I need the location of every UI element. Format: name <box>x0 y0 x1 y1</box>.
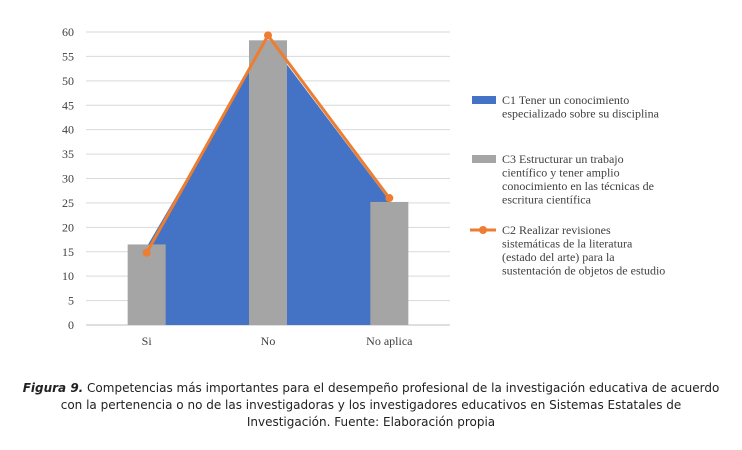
point-c2 <box>142 248 151 257</box>
legend-label: sustentación de objetos de estudio <box>502 264 665 278</box>
legend-label: (estado del arte) para la <box>502 250 615 264</box>
legend-swatch-c3 <box>472 155 496 163</box>
y-tick-label: 40 <box>62 123 74 137</box>
legend-swatch-c1 <box>472 96 496 104</box>
point-c2 <box>264 31 272 40</box>
legend-label: C2 Realizar revisiones <box>502 223 611 237</box>
y-tick-label: 30 <box>62 172 74 186</box>
legend-label: sistemáticas de la literatura <box>502 237 633 251</box>
legend-label: conocimiento en las técnicas de <box>502 179 654 193</box>
y-axis-ticks: 0 5 10 15 20 25 30 35 40 45 50 55 60 <box>62 25 74 332</box>
legend-label: escritura científica <box>502 193 592 207</box>
y-tick-label: 15 <box>62 245 74 259</box>
legend-marker-c2 <box>479 226 487 234</box>
y-tick-label: 45 <box>62 98 74 112</box>
x-category-label: Si <box>142 334 153 348</box>
y-tick-label: 0 <box>68 318 74 332</box>
point-c2 <box>385 194 394 203</box>
x-category-label: No aplica <box>366 334 413 348</box>
legend-label: C3 Estructurar un trabajo <box>502 152 624 166</box>
y-tick-label: 25 <box>62 196 74 210</box>
y-tick-label: 35 <box>62 147 74 161</box>
y-tick-label: 5 <box>68 294 74 308</box>
bar-c3 <box>127 244 166 325</box>
legend-label: especializado sobre su disciplina <box>502 107 660 121</box>
figure-caption: Figura 9. Competencias más importantes p… <box>20 380 722 431</box>
x-category-label: No <box>261 334 276 348</box>
y-tick-label: 10 <box>62 269 74 283</box>
legend-label: C1 Tener un conocimiento <box>502 93 629 107</box>
figure-caption-text: Competencias más importantes para el des… <box>60 381 720 429</box>
series-c2-line <box>142 31 394 257</box>
legend-label: científico y tener amplio <box>502 166 620 180</box>
y-tick-label: 50 <box>62 74 74 88</box>
y-tick-label: 60 <box>62 25 74 39</box>
figure-label: Figura 9. <box>22 381 84 395</box>
y-tick-label: 55 <box>62 49 74 63</box>
series-c3-bars <box>127 40 409 325</box>
y-tick-label: 20 <box>62 220 74 234</box>
bar-c3 <box>249 40 287 325</box>
bar-c3 <box>370 201 409 325</box>
x-axis-categories: Si No No aplica <box>142 334 414 348</box>
